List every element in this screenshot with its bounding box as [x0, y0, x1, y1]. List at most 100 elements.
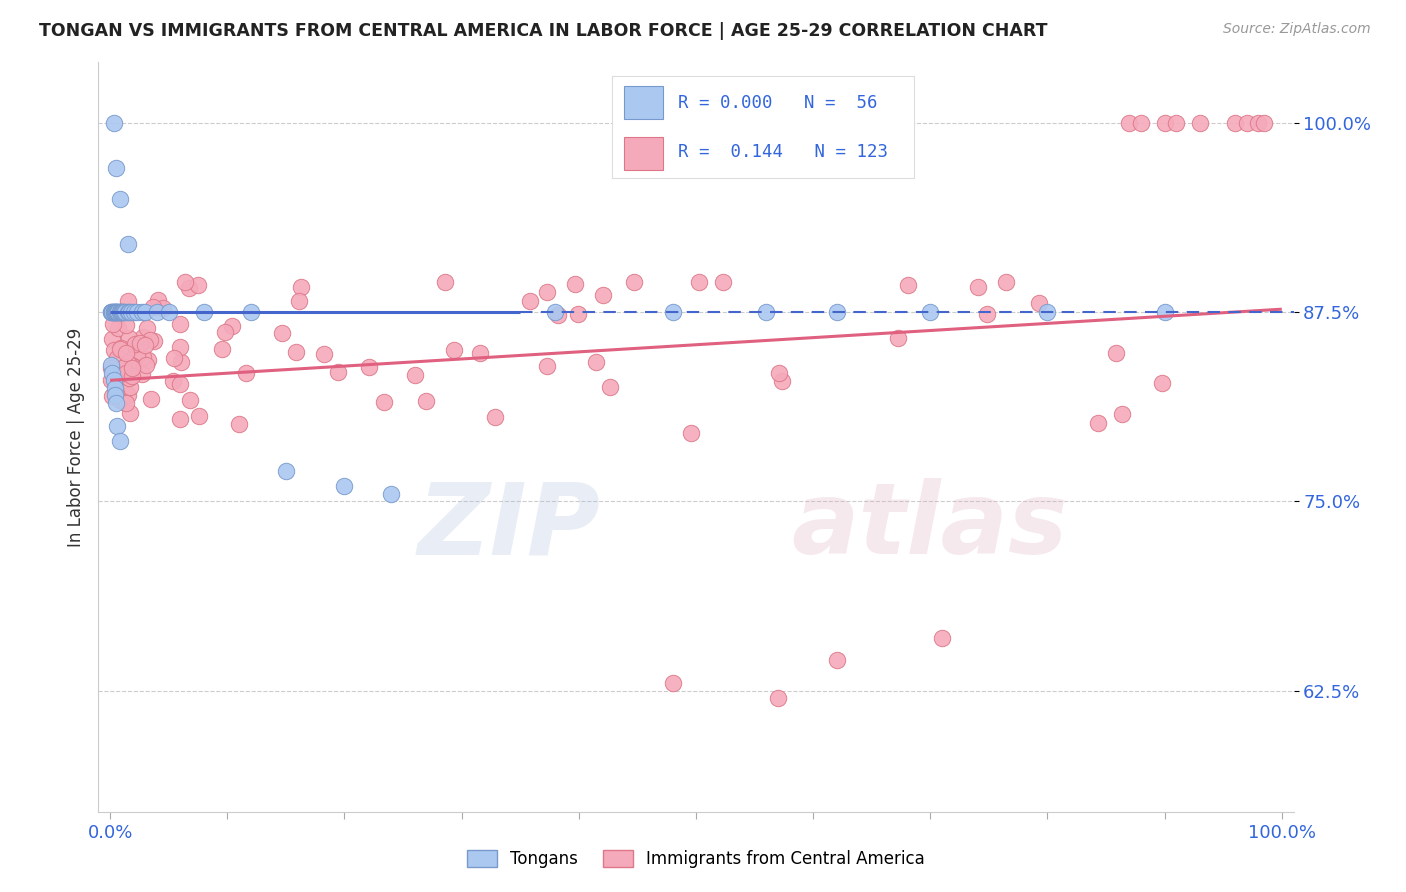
Point [108, 305, 131, 319]
Bar [624, 137, 664, 170]
Text: R = 0.000   N =  56: R = 0.000 N = 56 [678, 94, 877, 112]
Point [177, 281, 200, 295]
Point [328, 365, 350, 379]
Point [108, 370, 131, 384]
Point [357, 360, 380, 375]
Point [108, 192, 131, 206]
Point [661, 676, 683, 690]
Point [111, 360, 134, 375]
Point [131, 305, 153, 319]
Point [1188, 116, 1211, 130]
Point [105, 305, 128, 319]
Point [104, 305, 127, 319]
Point [415, 393, 437, 408]
Point [107, 305, 129, 319]
Point [100, 373, 122, 387]
Point [105, 418, 128, 433]
Point [623, 275, 645, 289]
Point [115, 359, 138, 374]
Point [681, 426, 703, 441]
Point [169, 340, 191, 354]
Point [107, 320, 129, 334]
Point [187, 277, 209, 292]
Point [564, 277, 586, 291]
Point [443, 343, 465, 357]
Point [105, 305, 128, 319]
Point [108, 342, 131, 356]
Point [1105, 346, 1128, 360]
Point [592, 288, 614, 302]
Point [536, 285, 558, 299]
Point [110, 305, 132, 319]
Point [157, 305, 180, 319]
Point [103, 373, 125, 387]
Point [1247, 116, 1270, 130]
Point [434, 275, 457, 289]
Point [547, 308, 569, 322]
Point [101, 366, 124, 380]
Point [163, 351, 186, 366]
Point [100, 360, 122, 375]
Point [1036, 305, 1059, 319]
Point [101, 305, 124, 319]
Point [214, 325, 236, 339]
Point [104, 388, 127, 402]
Point [1153, 116, 1175, 130]
Point [111, 305, 134, 319]
Text: atlas: atlas [792, 478, 1069, 575]
Y-axis label: In Labor Force | Age 25-29: In Labor Force | Age 25-29 [66, 327, 84, 547]
Point [101, 389, 124, 403]
Point [1166, 116, 1188, 130]
Point [966, 279, 988, 293]
Point [134, 338, 156, 352]
Point [103, 343, 125, 358]
Point [146, 305, 169, 319]
Point [179, 393, 201, 408]
Point [1028, 295, 1050, 310]
Bar [624, 87, 664, 119]
Point [1236, 116, 1258, 130]
Text: R =  0.144   N = 123: R = 0.144 N = 123 [678, 144, 889, 161]
Point [121, 359, 143, 373]
Point [104, 305, 127, 319]
Point [770, 374, 793, 388]
Point [142, 300, 165, 314]
Point [112, 305, 135, 319]
Point [599, 380, 621, 394]
Point [544, 305, 567, 319]
Point [117, 305, 139, 319]
Point [519, 293, 541, 308]
Point [271, 326, 294, 341]
Point [169, 355, 191, 369]
Point [118, 380, 141, 394]
Point [136, 321, 159, 335]
Point [114, 367, 136, 381]
Point [976, 307, 998, 321]
Point [536, 359, 558, 373]
Point [132, 350, 155, 364]
Point [162, 374, 184, 388]
Point [1130, 116, 1153, 130]
Point [174, 275, 197, 289]
Point [117, 331, 139, 345]
Point [221, 318, 243, 333]
Point [120, 406, 142, 420]
Point [274, 464, 297, 478]
Point [285, 345, 308, 359]
Point [1223, 116, 1246, 130]
Point [105, 161, 128, 176]
Point [122, 305, 145, 319]
Point [470, 345, 492, 359]
Point [373, 394, 395, 409]
Point [825, 305, 848, 319]
Point [567, 307, 589, 321]
Text: Source: ZipAtlas.com: Source: ZipAtlas.com [1223, 22, 1371, 37]
Point [755, 305, 778, 319]
Point [152, 301, 174, 315]
Point [120, 357, 142, 371]
Point [112, 368, 135, 383]
Point [931, 631, 953, 645]
Point [105, 396, 128, 410]
Point [115, 346, 138, 360]
Text: TONGAN VS IMMIGRANTS FROM CENTRAL AMERICA IN LABOR FORCE | AGE 25-29 CORRELATION: TONGAN VS IMMIGRANTS FROM CENTRAL AMERIC… [39, 22, 1047, 40]
